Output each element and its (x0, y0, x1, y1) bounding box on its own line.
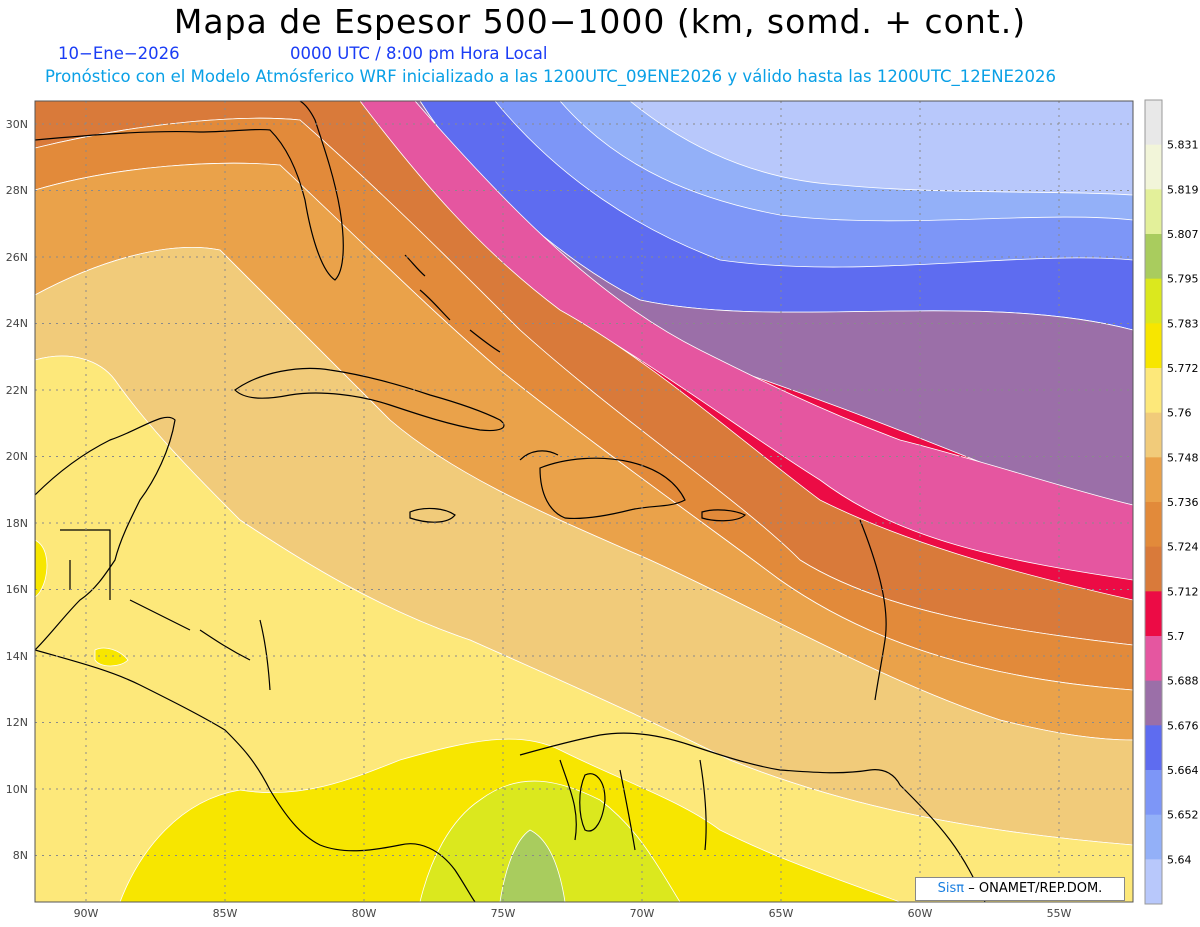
colorbar-swatch (1145, 100, 1162, 146)
lat-label-26N: 26N (6, 251, 28, 264)
lon-label-75W: 75W (491, 907, 516, 920)
florida-coast (35, 101, 344, 281)
colorbar-swatch (1145, 814, 1162, 860)
south-america-coast (519, 732, 986, 902)
colorbar-swatch (1145, 502, 1162, 548)
map-title: Mapa de Espesor 500−1000 (km, somd. + co… (173, 2, 1027, 41)
colorbar: 5.831 5.819 5.807 5.795 5.783 5.772 5.76 5.748 5… (1144, 99, 1199, 905)
band-5.76 (35, 355, 1133, 902)
colorbar-swatch (1145, 859, 1162, 905)
cuba-coast (234, 367, 505, 432)
band-5.64 (629, 101, 1133, 196)
colorbar-swatch (1145, 770, 1162, 816)
colorbar-swatch (1145, 636, 1162, 682)
lat-label-16N: 16N (6, 583, 28, 596)
lat-label-20N: 20N (6, 450, 28, 463)
plot-frame (34, 100, 1134, 903)
credit-box: Sisπ – ONAMET/REP.DOM. (915, 877, 1125, 901)
colorbar-level-label: 5.664 (1167, 764, 1199, 777)
colorbar-level-label: 5.64 (1167, 853, 1192, 866)
colorbar-swatch (1145, 323, 1162, 369)
lesser-antilles (859, 519, 887, 701)
puerto-rico-coast (701, 509, 747, 522)
colorbar-swatch (1145, 189, 1162, 235)
lake-maracaibo (579, 773, 606, 832)
colorbar-level-label: 5.819 (1167, 183, 1199, 196)
colorbar-swatch (1145, 368, 1162, 414)
colorbar-swatch (1145, 144, 1162, 190)
colorbar-level-label: 5.712 (1167, 585, 1199, 598)
band-5.772-west (35, 539, 48, 598)
lat-label-14N: 14N (6, 650, 28, 663)
colorbar-level-label: 5.807 (1167, 228, 1199, 241)
lat-label-18N: 18N (6, 517, 28, 530)
colorbar-swatch (1145, 546, 1162, 592)
lat-label-8N: 8N (13, 849, 28, 862)
colorbar-level-label: 5.783 (1167, 317, 1199, 330)
lat-label-28N: 28N (6, 184, 28, 197)
colorbar-swatch (1145, 725, 1162, 771)
lat-label-12N: 12N (6, 716, 28, 729)
colorbar-level-label: 5.688 (1167, 675, 1199, 688)
forecast-info: Pronóstico con el Modelo Atmósferico WRF… (45, 67, 1056, 86)
jamaica-coast (409, 507, 456, 523)
hispaniola-coast (539, 457, 686, 520)
colorbar-frame (1144, 99, 1163, 905)
colorbar-level-label: 5.748 (1167, 451, 1199, 464)
colorbar-swatch (1145, 278, 1162, 324)
lat-label-30N: 30N (6, 118, 28, 131)
colorbar-level-label: 5.652 (1167, 809, 1199, 822)
colorbar-level-label: 5.724 (1167, 541, 1199, 554)
lat-label-24N: 24N (6, 317, 28, 330)
south-america-borders (559, 759, 707, 851)
credit-org: – ONAMET/REP.DOM. (968, 881, 1103, 896)
band-5.772-gulf (94, 647, 129, 667)
yucatan-coast (35, 416, 176, 651)
colorbar-level-label: 5.795 (1167, 273, 1199, 286)
lon-label-70W: 70W (630, 907, 655, 920)
lon-label-55W: 55W (1047, 907, 1072, 920)
colorbar-level-label: 5.76 (1167, 407, 1192, 420)
latitude-axis: 30N 28N 26N 24N 22N 20N 18N 16N 14N 12N … (6, 118, 28, 862)
colorbar-level-label: 5.772 (1167, 362, 1199, 375)
lon-label-90W: 90W (74, 907, 99, 920)
colorbar-swatch (1145, 457, 1162, 503)
mexico-borders (35, 500, 111, 600)
lon-label-80W: 80W (352, 907, 377, 920)
central-america-coast (35, 649, 476, 902)
colorbar-swatch (1145, 234, 1162, 280)
sispi-logo: Sisπ (937, 881, 965, 896)
central-america-borders (129, 599, 271, 691)
colorbar-level-label: 5.676 (1167, 719, 1199, 732)
band-5.795 (499, 829, 566, 902)
longitude-axis: 90W 85W 80W 75W 70W 65W 60W 55W (74, 907, 1072, 920)
lon-label-65W: 65W (769, 907, 794, 920)
colorbar-level-label: 5.736 (1167, 496, 1199, 509)
colorbar-swatch (1145, 680, 1162, 726)
shaded-bands (35, 101, 1133, 902)
bahamas-south (519, 450, 559, 461)
colorbar-level-label: 5.7 (1167, 630, 1185, 643)
graticule (35, 101, 1133, 902)
coastlines (35, 101, 986, 902)
valid-date: 10−Ene−2026 (58, 44, 180, 63)
colorbar-swatch (1145, 591, 1162, 637)
lon-label-60W: 60W (908, 907, 933, 920)
lat-label-22N: 22N (6, 384, 28, 397)
valid-time: 0000 UTC / 8:00 pm Hora Local (290, 44, 548, 63)
lon-label-85W: 85W (213, 907, 238, 920)
lat-label-10N: 10N (6, 783, 28, 796)
colorbar-level-label: 5.831 (1167, 139, 1199, 152)
colorbar-swatch (1145, 412, 1162, 458)
band-5.783 (419, 780, 681, 902)
